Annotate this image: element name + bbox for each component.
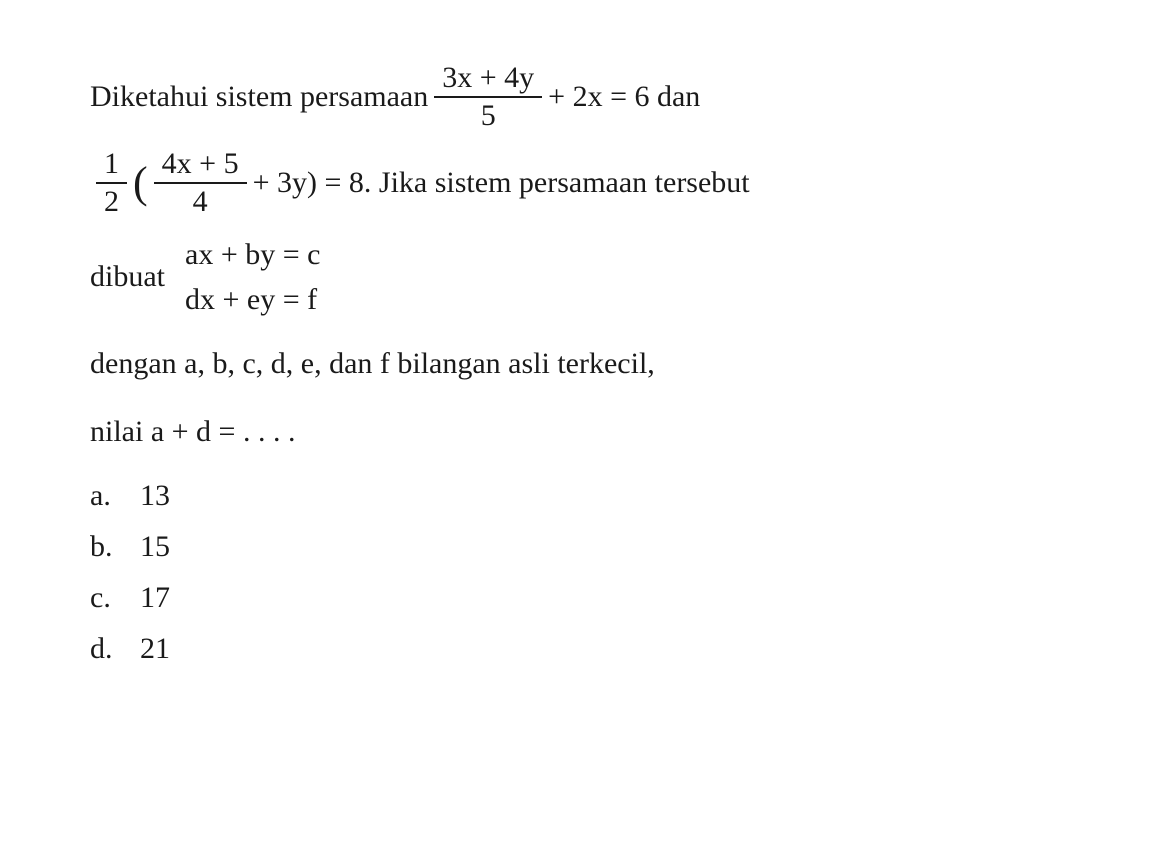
- question-container: Diketahui sistem persamaan 3x + 4y 5 + 2…: [90, 60, 1066, 674]
- fraction-1: 3x + 4y 5: [434, 60, 542, 134]
- option-c: c. 17: [90, 572, 1066, 623]
- eq1-suffix: + 2x = 6 dan: [548, 67, 700, 127]
- option-label: b.: [90, 521, 140, 572]
- frac2b-denominator: 4: [185, 184, 216, 220]
- line-1: Diketahui sistem persamaan 3x + 4y 5 + 2…: [90, 60, 1066, 134]
- fraction-2b: 4x + 5 4: [154, 146, 247, 220]
- intro-text: Diketahui sistem persamaan: [90, 67, 428, 127]
- fraction-half: 1 2: [96, 146, 127, 220]
- option-label: c.: [90, 572, 140, 623]
- frac1-numerator: 3x + 4y: [434, 60, 542, 98]
- equation-system: ax + by = c dx + ey = f: [185, 232, 320, 322]
- frac1-denominator: 5: [473, 98, 504, 134]
- meta-line-2: nilai a + d = . . . .: [90, 402, 1066, 462]
- left-paren: (: [133, 165, 148, 200]
- option-label: a.: [90, 470, 140, 521]
- line-3: dibuat ax + by = c dx + ey = f: [90, 232, 1066, 322]
- eq2-mid: + 3y) = 8. Jika sistem persamaan tersebu…: [253, 153, 750, 213]
- frac2b-numerator: 4x + 5: [154, 146, 247, 184]
- frac2a-numerator: 1: [96, 146, 127, 184]
- option-a: a. 13: [90, 470, 1066, 521]
- frac2a-denominator: 2: [96, 184, 127, 220]
- option-b: b. 15: [90, 521, 1066, 572]
- option-d: d. 21: [90, 623, 1066, 674]
- option-label: d.: [90, 623, 140, 674]
- dibuat-label: dibuat: [90, 247, 165, 307]
- line-2: 1 2 ( 4x + 5 4 + 3y) = 8. Jika sistem pe…: [90, 146, 1066, 220]
- option-value: 17: [140, 572, 170, 623]
- system-eq2: dx + ey = f: [185, 277, 320, 322]
- options-list: a. 13 b. 15 c. 17 d. 21: [90, 470, 1066, 674]
- option-value: 21: [140, 623, 170, 674]
- option-value: 15: [140, 521, 170, 572]
- option-value: 13: [140, 470, 170, 521]
- meta-line-1: dengan a, b, c, d, e, dan f bilangan asl…: [90, 334, 1066, 394]
- system-eq1: ax + by = c: [185, 232, 320, 277]
